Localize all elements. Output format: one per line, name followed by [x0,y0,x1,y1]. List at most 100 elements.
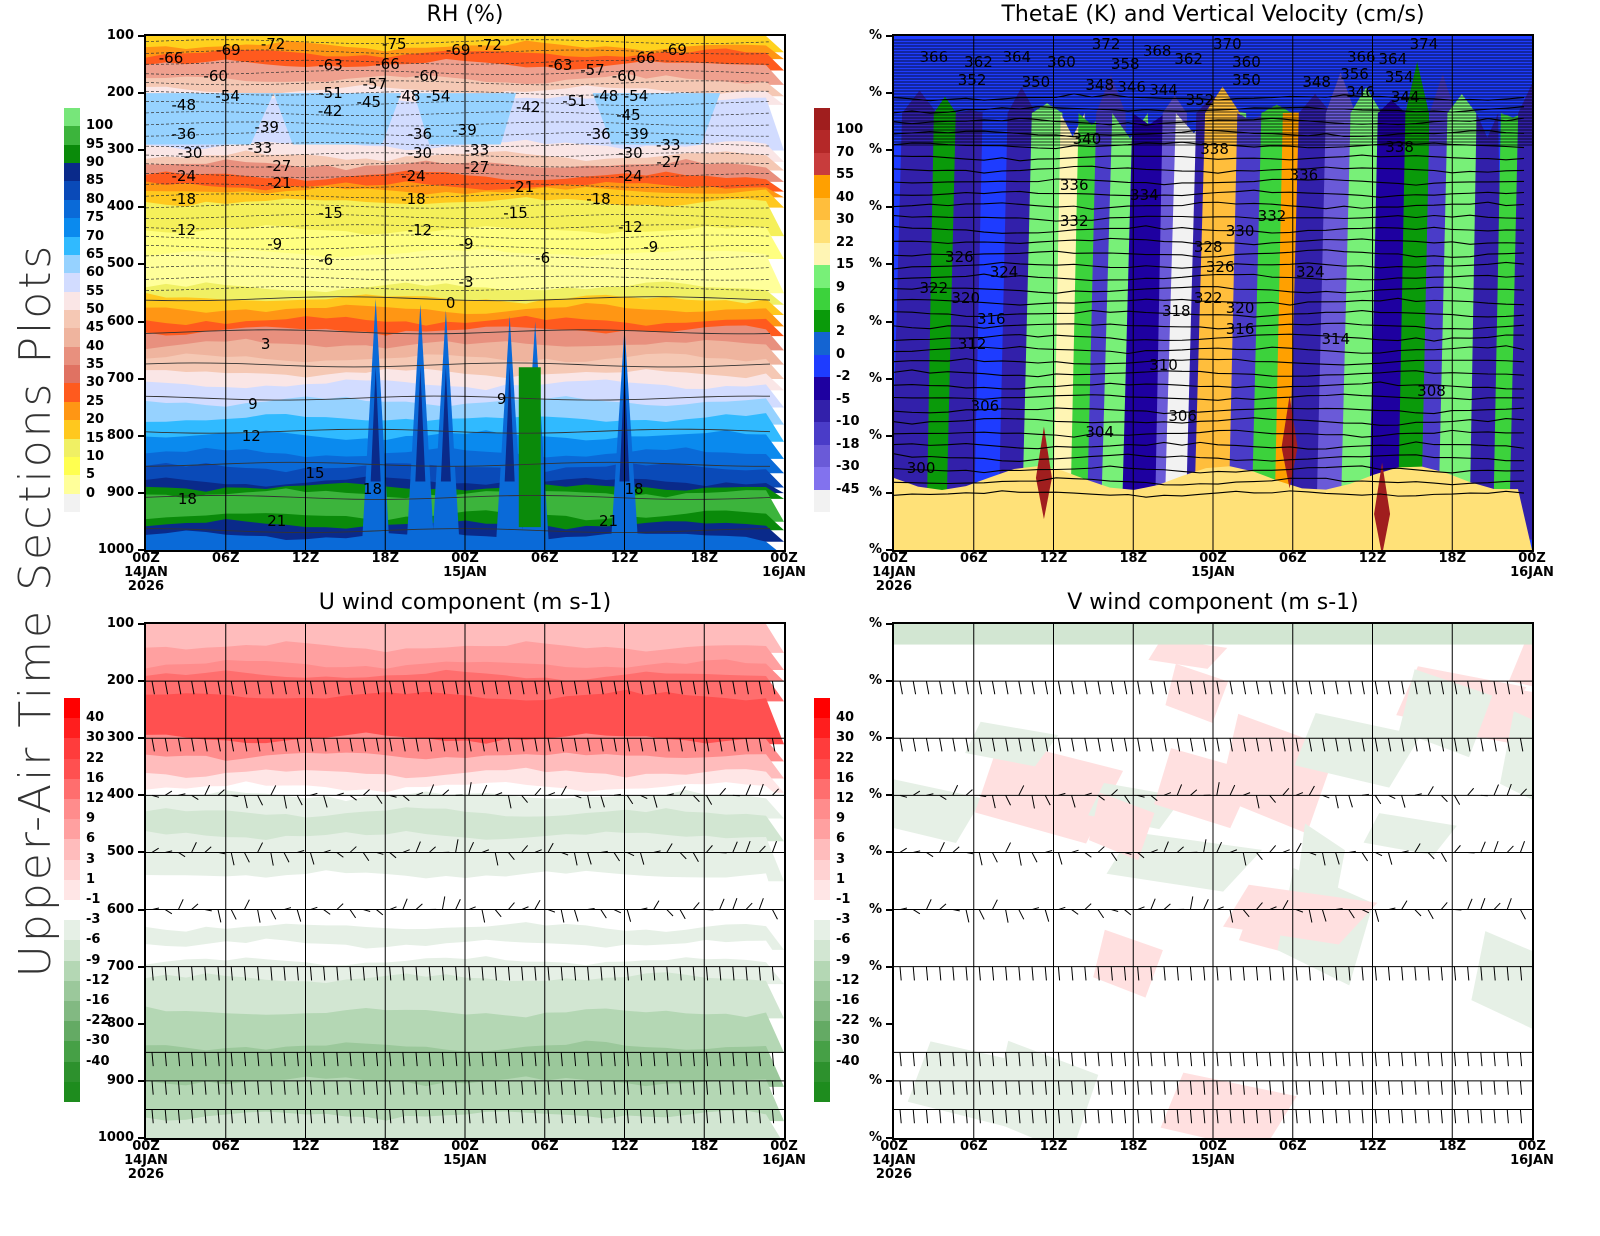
contour-fill-patch [1500,711,1532,800]
isotherm [146,255,771,260]
wind-barb [925,1080,929,1095]
y-tick-label: 200 [90,673,144,689]
wind-barb [349,794,357,801]
wind-barb [1110,789,1118,796]
colorbar-swatch [64,108,80,127]
wind-barb [336,1109,339,1124]
wind-barb [534,966,537,981]
contour-label: -15 [503,204,528,223]
colorbar-swatch [814,220,830,244]
wind-barb [912,966,915,981]
wind-barb [1467,787,1475,796]
wind-barb [230,966,233,981]
wind-barb [1137,738,1141,752]
contour-label: 306 [970,397,1000,416]
wind-barb [560,1080,563,1095]
wind-barb [283,1109,286,1124]
contour-fill-patch [1093,929,1163,998]
wind-barb [1150,681,1154,695]
wind-barb [692,794,700,803]
colorbar-label: 85 [86,173,105,189]
colorbar-swatch [64,493,80,513]
wind-barb [1480,966,1483,981]
contour-label: -42 [516,98,541,117]
wind-barb [415,1052,418,1067]
wind-barb [547,909,556,913]
wind-barb [191,794,199,801]
colorbar-label: -16 [86,993,110,1008]
contour-fill-patch [1088,792,1155,861]
wind-barb [177,681,182,695]
wind-barb [952,738,956,752]
wind-barb [1163,1080,1166,1095]
wind-barb [1282,738,1286,752]
wind-barb [389,906,397,911]
contour-label: -54 [425,87,451,106]
x-tick-label: 00Z 14JAN 2026 [864,552,924,594]
wind-barb [1335,1052,1338,1067]
wind-barb [164,909,173,915]
wind-barb [204,681,208,695]
contour-label: 322 [1193,289,1223,308]
wind-barb [270,1080,273,1095]
wind-barb [1335,795,1339,809]
wind-barb [521,738,525,752]
wind-barb [389,852,397,859]
colorbar-swatch [64,960,80,982]
wind-barb [1031,1080,1034,1095]
wind-barb [336,792,344,796]
contour-label: 312 [957,335,987,354]
contour-label: 354 [1384,67,1414,86]
wind-barb [1071,966,1074,981]
wind-barb [666,966,669,981]
contour-label: -18 [586,189,611,208]
wind-barb [1282,1080,1285,1095]
wind-barb [1480,1080,1483,1095]
wind-barb [428,1109,431,1124]
wind-barb [719,898,725,910]
contour-label: 348 [1085,75,1115,94]
wind-barb [257,681,261,695]
colorbar-swatch [64,475,80,495]
wind-barb [613,909,622,914]
wind-barb [230,1109,233,1124]
wind-barb [375,966,379,981]
wind-barb [1044,681,1049,695]
wind-barb [705,681,710,695]
y-tick-label: 800 [90,1016,144,1032]
x-tick-label: 12Z [1343,552,1403,566]
wind-barb [1189,966,1193,981]
wind-barb [758,738,763,752]
wind-barb [164,1052,167,1067]
colorbar-swatch [64,718,80,739]
wind-barb [705,1080,709,1095]
wind-barb [1348,1109,1351,1124]
wind-barb [991,681,996,695]
wind-barb [1453,795,1461,805]
wind-barb [1401,966,1404,981]
contour-label: -51 [562,91,587,110]
wind-barb [1137,794,1145,798]
wind-barb [1414,1052,1417,1067]
thetae-contour [894,441,1525,450]
wind-barb [547,792,556,796]
contour-label: 300 [906,458,936,477]
wind-barb [1255,966,1259,981]
isotherm [146,173,771,178]
x-tick-time: 06Z [1278,551,1307,566]
colorbar-label: 9 [836,811,846,827]
wind-barb [1190,789,1198,796]
wind-barb [1189,896,1194,910]
wind-barb [1044,1052,1047,1067]
wind-barb [415,903,423,910]
wind-barb [912,1080,915,1095]
wind-barb [1269,738,1273,752]
contour-fill-patch [1509,632,1532,687]
wind-barb [1506,898,1512,910]
wind-barb [1374,1080,1377,1095]
wind-barb [1308,1052,1311,1067]
wind-barb [1150,1109,1153,1124]
wind-barb [1440,902,1448,910]
moist-core [415,367,426,482]
wind-barb [468,841,474,853]
